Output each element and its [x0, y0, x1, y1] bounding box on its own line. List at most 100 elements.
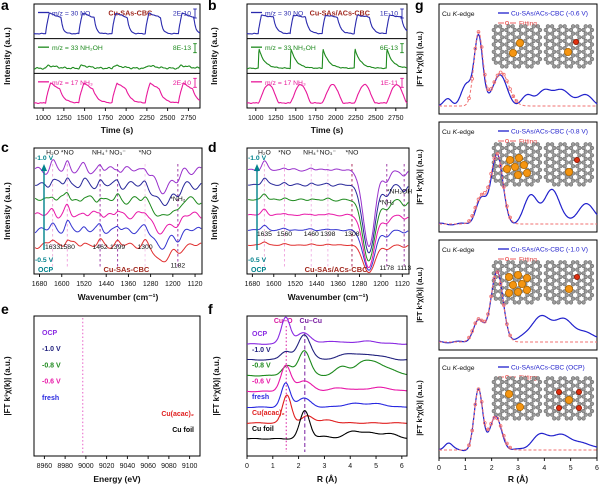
fit-marker-icon: [502, 433, 506, 438]
carbon-atom-icon: [518, 260, 524, 265]
carbon-atom-icon: [531, 24, 536, 29]
fit-marker-icon: [489, 294, 493, 299]
carbon-atom-icon: [558, 296, 563, 301]
fit-marker-icon: [470, 214, 474, 218]
carbon-atom-icon: [587, 60, 592, 65]
carbon-atom-icon: [562, 60, 567, 65]
plot-frame: [246, 147, 410, 275]
carbon-atom-icon: [497, 376, 503, 381]
carbon-atom-icon: [516, 263, 522, 269]
carbon-atom-icon: [556, 401, 561, 406]
carbon-atom-icon: [510, 383, 515, 388]
carbon-atom-icon: [537, 42, 543, 47]
carbon-atom-icon: [577, 27, 582, 33]
carbon-atom-icon: [558, 142, 563, 147]
carbon-atom-icon: [558, 149, 563, 154]
carbon-atom-icon: [491, 379, 496, 385]
fit-marker-icon: [495, 416, 500, 421]
carbon-atom-icon: [525, 263, 530, 269]
carbon-atom-icon: [506, 24, 511, 29]
carbon-atom-icon: [583, 267, 588, 272]
carbon-atom-icon: [562, 390, 567, 396]
carbon-atom-icon: [512, 416, 517, 421]
carbon-atom-icon: [525, 416, 530, 421]
carbon-atom-icon: [543, 409, 548, 414]
carbon-atom-icon: [550, 46, 555, 51]
dems-trace: [33, 12, 201, 35]
ftir-curve: [248, 241, 409, 273]
carbon-atom-icon: [575, 412, 580, 417]
arrow-top-label: -1.0 V: [248, 155, 267, 162]
carbon-atom-icon: [529, 409, 534, 414]
species-label: *NO: [278, 149, 291, 156]
carbon-atom-icon: [545, 289, 550, 294]
carbon-atom-icon: [568, 27, 574, 33]
carbon-atom-icon: [529, 182, 534, 187]
carbon-atom-icon: [535, 53, 540, 58]
carbon-atom-icon: [589, 401, 595, 406]
carbon-atom-icon: [523, 60, 528, 65]
carbon-atom-icon: [537, 160, 543, 165]
carbon-atom-icon: [587, 38, 592, 44]
fit-marker-icon: [489, 87, 493, 91]
x-tick-label: 4: [542, 465, 546, 472]
carbon-atom-icon: [562, 405, 567, 410]
carbon-atom-icon: [523, 24, 528, 29]
carbon-atom-icon: [516, 35, 522, 40]
x-tick-label: 1520: [76, 281, 92, 288]
carbon-atom-icon: [531, 274, 536, 280]
carbon-atom-icon: [550, 383, 555, 388]
carbon-atom-icon: [500, 379, 505, 385]
carbon-atom-icon: [562, 164, 567, 169]
carbon-atom-icon: [531, 38, 536, 44]
carbon-atom-icon: [575, 296, 580, 301]
carbon-atom-icon: [500, 49, 505, 54]
carbon-atom-icon: [491, 394, 496, 399]
carbon-atom-icon: [562, 156, 567, 161]
carbon-atom-icon: [518, 390, 524, 396]
carbon-atom-icon: [558, 274, 563, 280]
carbon-atom-icon: [523, 390, 528, 396]
carbon-atom-icon: [564, 145, 569, 151]
scale-bar-label: 8E-13: [173, 45, 191, 52]
carbon-atom-icon: [535, 24, 540, 29]
carbon-atom-icon: [577, 394, 582, 399]
carbon-atom-icon: [571, 376, 576, 381]
carbon-atom-icon: [525, 379, 530, 385]
copper-atom-icon: [563, 48, 572, 57]
carbon-atom-icon: [550, 296, 555, 301]
carbon-atom-icon: [581, 49, 586, 54]
carbon-atom-icon: [497, 296, 503, 301]
carbon-atom-icon: [523, 376, 528, 381]
carbon-atom-icon: [568, 145, 574, 151]
carbon-atom-icon: [552, 416, 557, 421]
carbon-atom-icon: [568, 409, 574, 414]
fit-marker-icon: [495, 73, 500, 78]
carbon-atom-icon: [562, 274, 567, 280]
carbon-atom-icon: [525, 409, 530, 414]
carbon-atom-icon: [564, 182, 569, 187]
fit-marker-icon: [502, 72, 506, 77]
panel-a-plot: m/z = 30 NO 2E-10 Cu-SAs-CBC m/z = 33 NH₂OH…: [2, 3, 201, 135]
carbon-atom-icon: [587, 289, 592, 294]
carbon-atom-icon: [571, 412, 576, 417]
carbon-atom-icon: [531, 296, 536, 301]
curve-label: Cu(acac)₂: [252, 410, 285, 417]
carbon-atom-icon: [552, 263, 557, 269]
fit-marker-icon: [486, 312, 490, 316]
y-axis-label: |FT k³χ(k)| (a.u.): [415, 31, 424, 87]
carbon-atom-icon: [500, 145, 505, 151]
curve-label: -0.6 V: [252, 378, 271, 385]
carbon-atom-icon: [552, 49, 557, 54]
carbon-atom-icon: [583, 24, 588, 29]
carbon-atom-icon: [587, 260, 592, 265]
x-axis-label: Time (s): [101, 125, 134, 135]
carbon-atom-icon: [504, 145, 509, 151]
carbon-atom-icon: [552, 153, 557, 158]
carbon-atom-icon: [531, 142, 536, 147]
carbon-atom-icon: [552, 42, 557, 47]
x-axis-label: R (Å): [508, 474, 528, 484]
fit-marker-icon: [514, 99, 519, 103]
dems-trace: [246, 83, 408, 104]
carbon-atom-icon: [506, 46, 511, 51]
